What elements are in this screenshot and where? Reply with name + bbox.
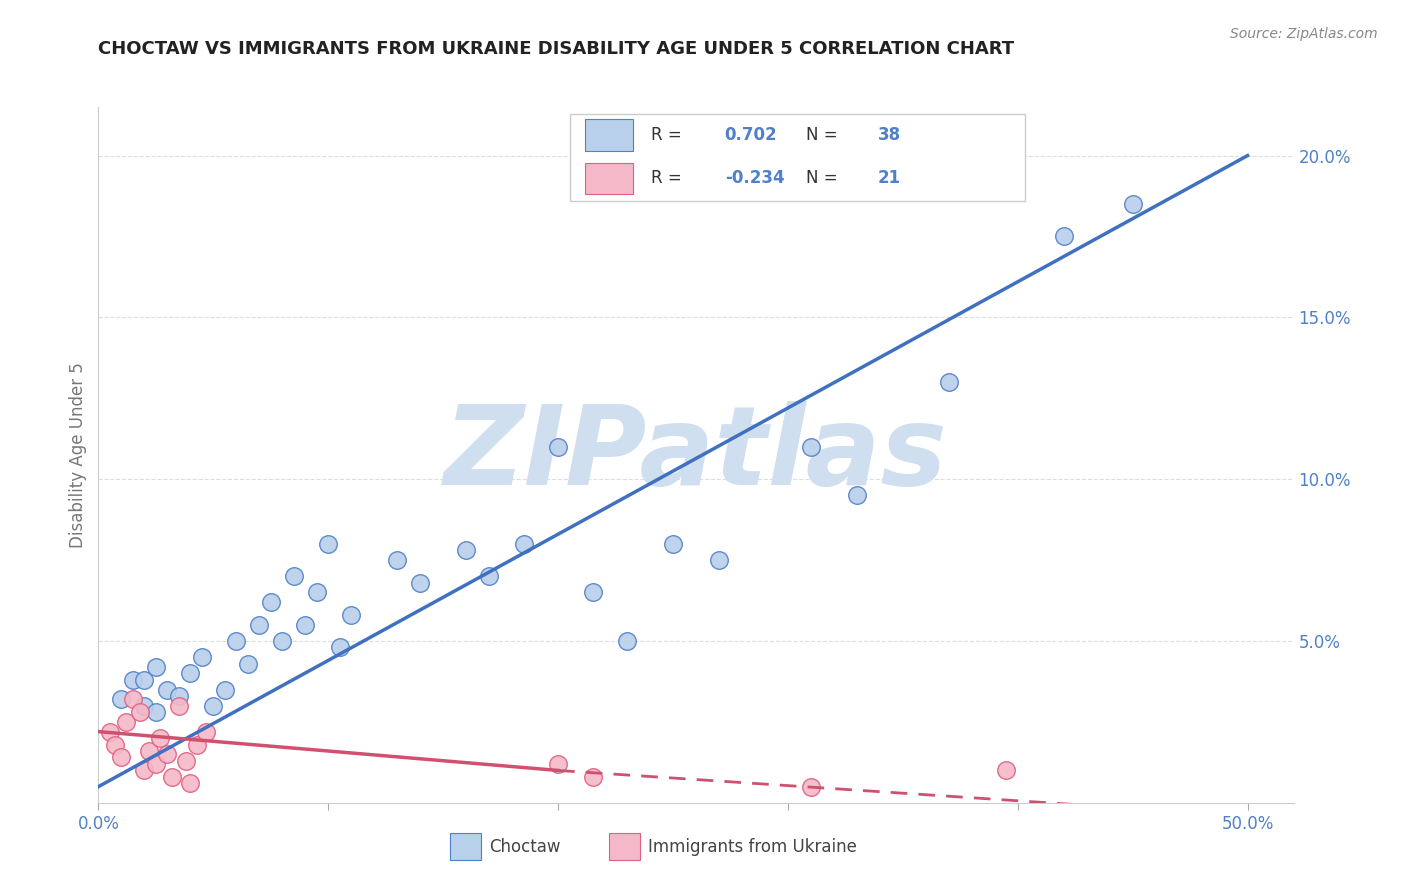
Text: Choctaw: Choctaw bbox=[489, 838, 561, 855]
Point bbox=[1122, 197, 1144, 211]
Point bbox=[179, 666, 201, 681]
Point bbox=[225, 634, 247, 648]
Point bbox=[156, 682, 179, 697]
Text: 38: 38 bbox=[877, 126, 901, 144]
Point bbox=[409, 575, 432, 590]
Point bbox=[174, 754, 197, 768]
Point bbox=[138, 744, 160, 758]
Point bbox=[149, 731, 172, 745]
Text: R =: R = bbox=[651, 126, 686, 144]
Point bbox=[707, 553, 730, 567]
Point bbox=[115, 714, 138, 729]
FancyBboxPatch shape bbox=[571, 114, 1025, 201]
Point bbox=[845, 488, 868, 502]
Point bbox=[271, 634, 294, 648]
Point bbox=[478, 569, 501, 583]
Point bbox=[167, 689, 190, 703]
Point bbox=[581, 585, 603, 599]
Text: R =: R = bbox=[651, 169, 686, 187]
FancyBboxPatch shape bbox=[585, 120, 633, 151]
Point bbox=[186, 738, 208, 752]
Point bbox=[1053, 229, 1076, 244]
Point bbox=[938, 375, 960, 389]
Y-axis label: Disability Age Under 5: Disability Age Under 5 bbox=[69, 362, 87, 548]
Point bbox=[145, 756, 167, 771]
Point bbox=[294, 617, 316, 632]
Text: Immigrants from Ukraine: Immigrants from Ukraine bbox=[648, 838, 858, 855]
Point bbox=[800, 440, 823, 454]
Point bbox=[134, 698, 156, 713]
Text: N =: N = bbox=[806, 126, 842, 144]
FancyBboxPatch shape bbox=[585, 162, 633, 194]
Point bbox=[103, 738, 125, 752]
Text: -0.234: -0.234 bbox=[724, 169, 785, 187]
Point bbox=[128, 705, 150, 719]
Text: ZIPatlas: ZIPatlas bbox=[444, 401, 948, 508]
Point bbox=[98, 724, 121, 739]
Point bbox=[340, 608, 363, 623]
Point bbox=[134, 764, 156, 778]
Point bbox=[316, 537, 339, 551]
FancyBboxPatch shape bbox=[609, 833, 640, 860]
Text: 0.702: 0.702 bbox=[724, 126, 778, 144]
Point bbox=[191, 650, 214, 665]
Point bbox=[214, 682, 236, 697]
Point bbox=[145, 660, 167, 674]
Point bbox=[385, 553, 409, 567]
Point bbox=[236, 657, 259, 671]
Point bbox=[547, 756, 569, 771]
Text: CHOCTAW VS IMMIGRANTS FROM UKRAINE DISABILITY AGE UNDER 5 CORRELATION CHART: CHOCTAW VS IMMIGRANTS FROM UKRAINE DISAB… bbox=[98, 40, 1015, 58]
Point bbox=[195, 724, 218, 739]
Point bbox=[995, 764, 1018, 778]
Point bbox=[110, 750, 132, 764]
Point bbox=[134, 673, 156, 687]
Point bbox=[145, 705, 167, 719]
Point bbox=[202, 698, 225, 713]
Point bbox=[122, 673, 145, 687]
Text: Source: ZipAtlas.com: Source: ZipAtlas.com bbox=[1230, 27, 1378, 41]
Point bbox=[800, 780, 823, 794]
Text: 21: 21 bbox=[877, 169, 901, 187]
Point bbox=[581, 770, 603, 784]
Point bbox=[167, 698, 190, 713]
Text: N =: N = bbox=[806, 169, 842, 187]
Point bbox=[283, 569, 305, 583]
Point bbox=[122, 692, 145, 706]
Point bbox=[156, 747, 179, 762]
Point bbox=[110, 692, 132, 706]
FancyBboxPatch shape bbox=[450, 833, 481, 860]
Point bbox=[179, 776, 201, 790]
Point bbox=[260, 595, 283, 609]
Point bbox=[547, 440, 569, 454]
Point bbox=[247, 617, 270, 632]
Point bbox=[305, 585, 328, 599]
Point bbox=[662, 537, 685, 551]
Point bbox=[329, 640, 352, 655]
Point bbox=[616, 634, 638, 648]
Point bbox=[512, 537, 534, 551]
Point bbox=[160, 770, 183, 784]
Point bbox=[456, 543, 478, 558]
